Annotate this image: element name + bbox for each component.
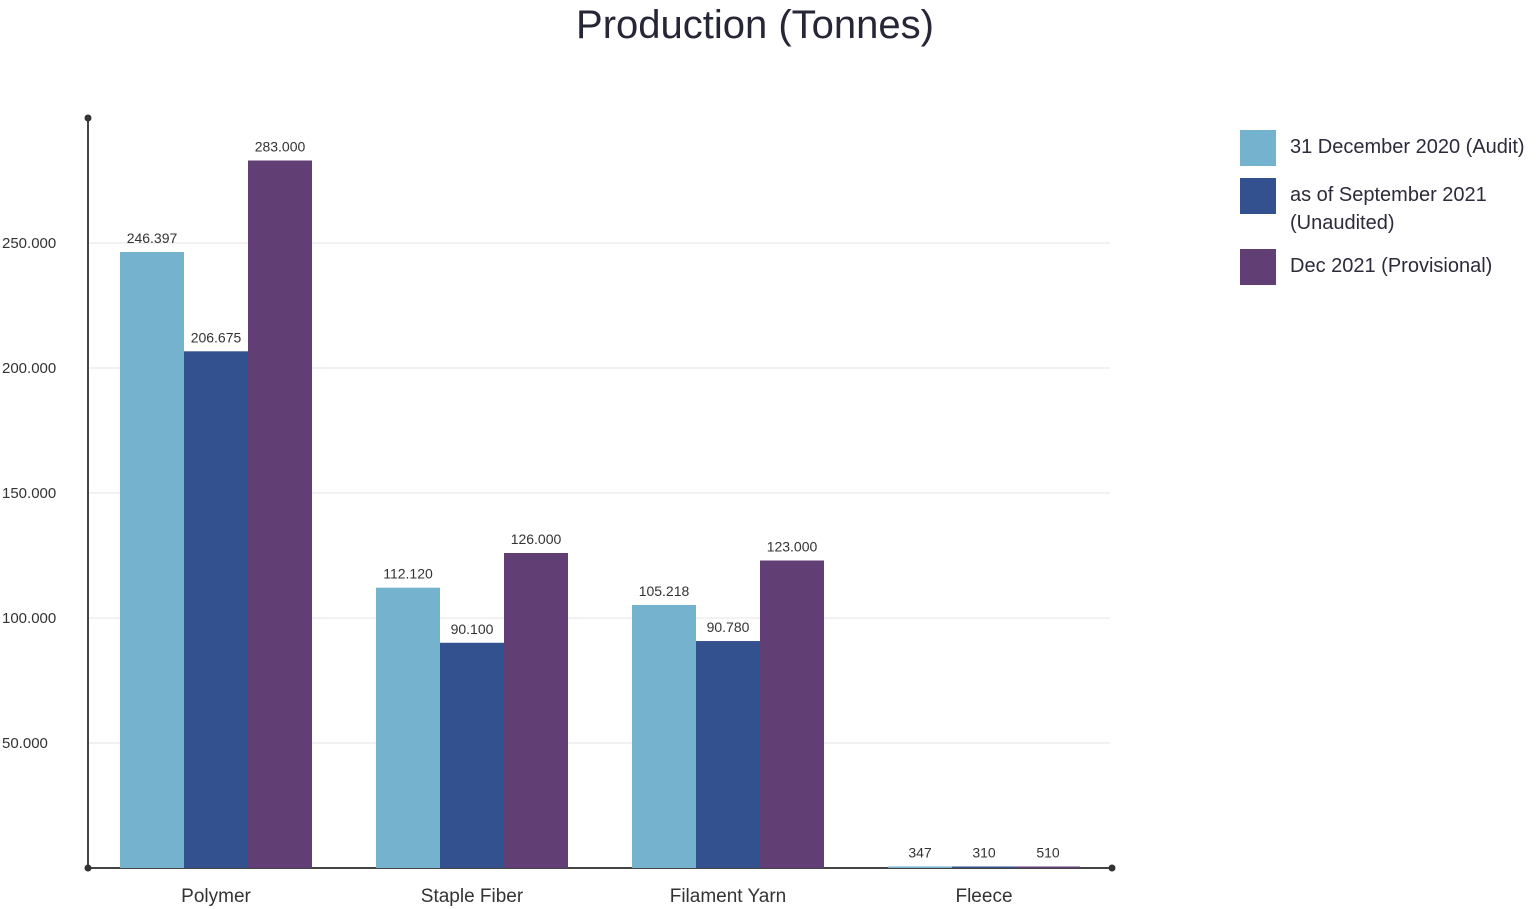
legend-swatch	[1240, 249, 1276, 285]
y-tick-label: 100.000	[2, 610, 56, 627]
data-label: 283.000	[255, 139, 306, 155]
data-label: 123.000	[767, 539, 818, 555]
legend-label: Dec 2021 (Provisional)	[1290, 255, 1493, 277]
bar	[120, 252, 184, 868]
chart-plot-area: 50.000 100.000 150.000 200.000 250.000 246.39…	[2, 114, 1116, 907]
bar	[504, 553, 568, 868]
bar	[760, 560, 824, 868]
data-label: 90.100	[451, 621, 494, 637]
data-label: 246.397	[127, 230, 178, 246]
x-tick-label: Staple Fiber	[421, 886, 524, 907]
x-axis-end-dot	[1108, 864, 1116, 872]
bar	[248, 160, 312, 868]
bar	[952, 866, 1016, 868]
axis-origin-dot	[84, 864, 92, 872]
data-label: 347	[908, 845, 932, 861]
data-label: 510	[1036, 845, 1060, 861]
y-tick-label: 200.000	[2, 360, 56, 377]
bar	[440, 642, 504, 868]
legend-label: 31 December 2020 (Audit)	[1290, 136, 1525, 158]
bar	[888, 866, 952, 868]
y-axis-end-dot	[84, 114, 92, 122]
data-label: 105.218	[639, 583, 690, 599]
x-tick-label: Filament Yarn	[670, 886, 787, 907]
data-label: 126.000	[511, 531, 562, 547]
y-tick-label: 50.000	[2, 735, 48, 752]
legend-label: as of September 2021 (Unaudited)	[1290, 184, 1487, 234]
legend-swatch	[1240, 130, 1276, 166]
chart-legend: 31 December 2020 (Audit) as of September …	[1240, 130, 1536, 297]
bar	[376, 587, 440, 868]
data-label: 310	[972, 845, 996, 861]
data-label: 90.780	[707, 619, 750, 635]
bar	[184, 351, 248, 868]
data-label: 206.675	[191, 329, 242, 345]
legend-swatch	[1240, 178, 1276, 214]
x-tick-label: Polymer	[181, 886, 251, 907]
y-tick-label: 150.000	[2, 485, 56, 502]
bar	[1016, 866, 1080, 868]
x-tick-label: Fleece	[955, 886, 1012, 907]
legend-item: as of September 2021 (Unaudited)	[1240, 178, 1536, 237]
bar	[632, 604, 696, 868]
data-label: 112.120	[383, 566, 433, 582]
chart-title: Production (Tonnes)	[576, 3, 934, 47]
bar	[696, 641, 760, 868]
legend-item: Dec 2021 (Provisional)	[1240, 249, 1536, 285]
legend-item: 31 December 2020 (Audit)	[1240, 130, 1536, 166]
y-tick-label: 250.000	[2, 235, 56, 252]
